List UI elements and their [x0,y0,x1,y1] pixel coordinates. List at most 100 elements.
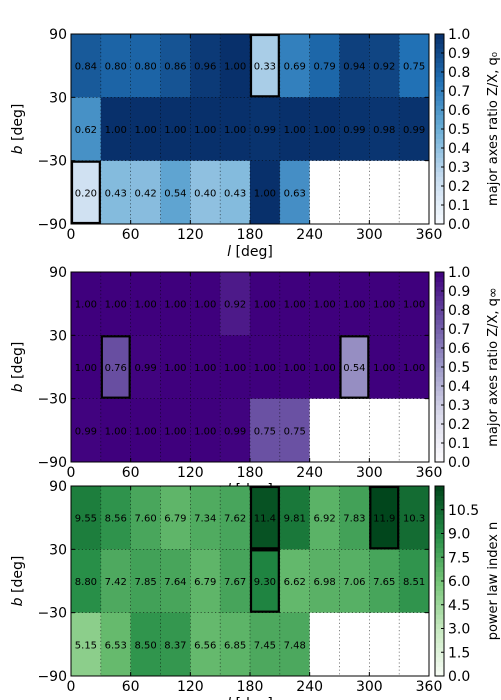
colorbar-segment [435,357,444,363]
heatmap-cell [250,486,281,550]
cell-value-label: 0.86 [164,62,186,73]
y-tick-label: 30 [49,542,67,558]
heatmap-cell [160,160,191,225]
y-axis-label-symbol: b [10,383,26,392]
colorbar-segment [435,552,444,558]
cell-value-label: 8.80 [75,577,97,588]
heatmap-cell [130,34,161,98]
y-tick-label: −30 [37,392,67,408]
highlight-box [249,33,280,98]
colorbar-tick-label: 0.2 [448,417,470,433]
heatmap-cell [130,335,161,399]
heatmap-cell [71,612,102,677]
colorbar-segment [435,557,444,563]
colorbar-segment [435,43,444,49]
cell-value-label: 0.99 [224,426,246,437]
colorbar-segment [435,367,444,373]
colorbar-tick-label: 3.0 [448,622,470,638]
x-tick-label: 0 [67,227,76,243]
heatmap-cell [220,34,251,98]
colorbar-segment [435,390,444,396]
cell-value-label: 6.98 [313,577,335,588]
colorbar-tick-label: 0.7 [448,84,470,100]
colorbar-segment [435,138,444,144]
heatmap-cell [160,335,191,399]
colorbar-tick-label: 0.1 [448,436,470,452]
colorbar-segment [435,119,444,125]
colorbar-segment [435,424,444,430]
highlight-box [339,335,370,399]
heatmap-cell [130,160,161,225]
heatmap-cell [130,398,161,463]
colorbar-segment [435,443,444,449]
colorbar-segment [435,661,444,667]
y-tick-label: −90 [37,455,67,471]
colorbar-segment [435,595,444,601]
panel-2: 1.00 1.00 1.00 1.00 1.00 0.92 1.00 1.00 1.00 1.00… [10,265,501,498]
cell-value-label: 8.51 [403,577,425,588]
heatmap-cell [369,486,400,550]
heatmap-cell [399,97,430,161]
y-axis-label: b [deg] [10,556,26,607]
heatmap-cell [309,486,340,550]
heatmap-cell [71,335,102,399]
colorbar-segment [435,143,444,149]
y-tick-label: −30 [37,606,67,622]
highlight-box [100,335,131,399]
colorbar-segment [435,295,444,301]
colorbar-segment [435,67,444,73]
colorbar-tick-label: 0.5 [448,122,470,138]
colorbar-segment [435,619,444,625]
cell-value-label: 0.80 [134,62,156,73]
colorbar-segment [435,152,444,158]
panel-3: 9.55 8.56 7.60 6.79 7.34 7.62 11.4 9.81 6.92 7.83… [10,479,501,700]
y-tick-label: −90 [37,217,67,233]
cell-value-label: 8.37 [164,640,186,651]
heatmap-cell [220,160,251,225]
x-tick-label: 0 [67,465,76,481]
colorbar-tick-label: 1.5 [448,645,470,661]
cell-value-label: 7.85 [134,577,156,588]
heatmap-cell [100,97,131,161]
colorbar-tick-label: 0.5 [448,360,470,376]
heatmap-cell [71,160,102,225]
colorbar-segment [435,105,444,111]
x-tick-label: 120 [177,465,204,481]
colorbar-tick-label: 0.6 [448,103,470,119]
colorbar-tick-label: 6.0 [448,574,470,590]
cell-value-label: 1.00 [313,125,335,136]
x-tick-label: 240 [296,679,323,695]
x-tick-label: 360 [416,679,443,695]
colorbar-segment [435,490,444,496]
colorbar-segment [435,329,444,335]
heatmap-cell [160,398,191,463]
heatmap-cell [399,612,430,677]
colorbar-segment [435,338,444,344]
cell-value-label: 1.00 [224,363,246,374]
heatmap-cell [339,549,370,613]
cell-value-label: 7.34 [194,514,216,525]
colorbar-segment [435,176,444,182]
cell-value-label: 0.99 [254,125,276,136]
y-axis-label-unit: [deg] [10,556,26,598]
y-tick-label: 30 [49,328,67,344]
colorbar-segment [435,286,444,292]
heatmap-cell [309,160,340,225]
colorbar-segment [435,585,444,591]
colorbar-segment [435,205,444,211]
cell-value-label: 1.00 [164,125,186,136]
highlight-box [369,485,400,550]
heatmap-cell [190,335,221,399]
colorbar-segment [435,214,444,220]
heatmap-cell [190,160,221,225]
cell-value-label: 1.00 [313,300,335,311]
cell-value-label: 7.45 [254,640,276,651]
colorbar-segment [435,514,444,520]
heatmap-cell [160,97,191,161]
colorbar-segment [435,291,444,297]
heatmap-cell [220,272,251,336]
colorbar-tick-label: 0.3 [448,160,470,176]
colorbar-label: major axes ratio Z/X, q∞ [486,287,501,446]
x-tick-label: 300 [356,465,383,481]
colorbar-segment [435,666,444,672]
